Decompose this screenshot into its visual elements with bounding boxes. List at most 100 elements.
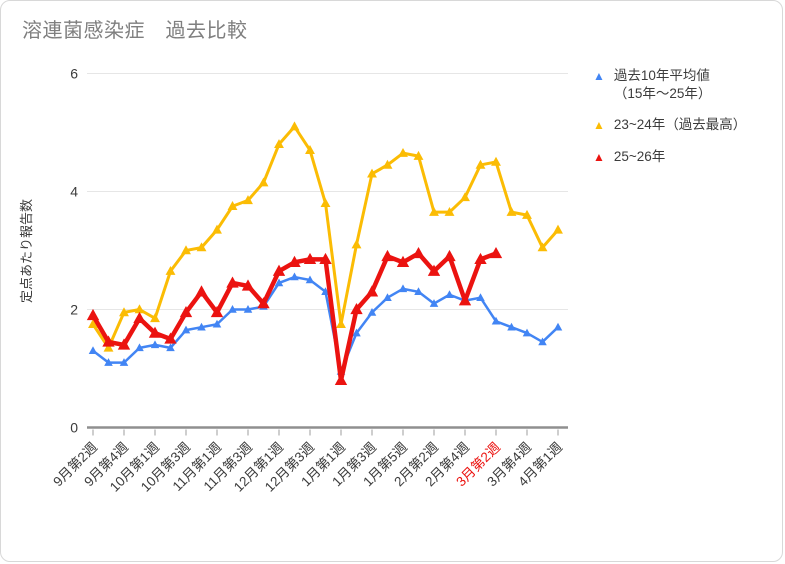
series-marker-0 (243, 305, 253, 313)
series-marker-0 (181, 325, 191, 334)
series-marker-2 (210, 305, 224, 318)
series-marker-0 (119, 358, 129, 366)
series-marker-1 (103, 342, 114, 352)
series-marker-2 (350, 303, 363, 315)
legend-item-23-24: ▲ 23~24年（過去最高） (593, 116, 746, 134)
series-marker-0 (522, 328, 532, 337)
series-marker-1 (227, 201, 238, 210)
series-marker-1 (320, 198, 331, 208)
series-marker-1 (181, 245, 191, 255)
series-marker-1 (212, 224, 222, 234)
series-marker-0 (290, 272, 299, 281)
y-tick-label: 6 (70, 66, 78, 82)
series-marker-0 (197, 322, 206, 331)
series-marker-2 (489, 246, 503, 259)
series-marker-1 (119, 307, 129, 317)
y-axis-title: 定点あたり報告数 (19, 199, 34, 303)
series-marker-1 (444, 206, 455, 216)
series-marker-2 (396, 255, 410, 267)
series-marker-2 (179, 305, 193, 318)
series-marker-2 (164, 332, 177, 344)
legend-item-10yr-average: ▲ 過去10年平均値 （15年～25年） (593, 67, 746, 103)
series-marker-0 (135, 343, 144, 352)
series-marker-1 (553, 224, 563, 234)
series-marker-1 (351, 239, 362, 249)
series-marker-2 (86, 308, 100, 321)
chart-title: 溶連菌感染症 過去比較 (22, 20, 248, 42)
series-marker-2 (288, 255, 301, 267)
series-marker-1 (429, 206, 439, 216)
series-marker-2 (102, 335, 115, 347)
legend-label-line2: （15年～25年） (613, 86, 712, 102)
series-marker-0 (150, 340, 160, 349)
series-marker-1 (336, 319, 346, 328)
series-marker-0 (553, 322, 563, 331)
series-marker-0 (507, 322, 516, 331)
series-marker-1 (475, 159, 486, 169)
legend-item-25-26: ▲ 25~26年 (593, 148, 746, 166)
y-tick-label: 4 (70, 184, 78, 200)
series-marker-2 (365, 285, 379, 297)
series-marker-0 (398, 284, 408, 293)
series-marker-1 (522, 209, 532, 219)
series-marker-2 (272, 264, 286, 276)
series-marker-2 (257, 297, 270, 309)
legend: ▲ 過去10年平均値 （15年～25年） ▲ 23~24年（過去最高） ▲ 25… (593, 67, 746, 166)
series-marker-1 (506, 206, 517, 216)
series-line-1 (91, 125, 560, 350)
series-marker-0 (228, 305, 237, 313)
series-marker-0 (383, 293, 392, 301)
series-marker-1 (382, 159, 393, 169)
y-tick-label: 2 (70, 302, 78, 318)
series-marker-2 (148, 326, 162, 338)
series-marker-0 (445, 290, 454, 298)
series-marker-1 (165, 265, 176, 275)
triangle-marker-icon: ▲ (593, 69, 605, 83)
series-marker-2 (195, 285, 208, 297)
series-marker-0 (352, 328, 361, 337)
series-marker-1 (150, 313, 160, 323)
series-marker-2 (458, 294, 472, 306)
series-marker-1 (367, 168, 377, 178)
series-marker-1 (491, 156, 501, 166)
triangle-marker-icon: ▲ (593, 149, 605, 164)
series-marker-2 (319, 252, 332, 265)
series-marker-2 (117, 338, 131, 350)
legend-label: 過去10年平均値 (613, 68, 710, 83)
series-marker-1 (243, 195, 253, 205)
series-marker-1 (88, 319, 98, 328)
series-marker-1 (537, 242, 548, 252)
series-marker-0 (538, 337, 547, 346)
series-marker-0 (414, 287, 423, 296)
series-marker-0 (491, 316, 501, 325)
series-marker-1 (134, 304, 145, 314)
series-marker-0 (88, 346, 98, 355)
series-marker-1 (274, 139, 284, 149)
series-marker-0 (476, 293, 485, 301)
legend-label: 25~26年 (613, 148, 666, 164)
series-marker-2 (412, 246, 425, 259)
series-marker-2 (334, 373, 348, 385)
series-marker-2 (381, 249, 394, 262)
series-marker-0 (305, 275, 315, 284)
series-marker-2 (226, 276, 239, 288)
series-marker-0 (166, 343, 175, 352)
series-marker-2 (427, 264, 441, 276)
series-marker-0 (104, 358, 113, 366)
series-marker-2 (133, 311, 146, 324)
series-marker-2 (241, 279, 255, 291)
series-marker-0 (212, 319, 222, 328)
series-marker-1 (460, 192, 470, 202)
series-marker-2 (303, 252, 317, 265)
series-marker-2 (474, 252, 487, 265)
legend-label: 23~24年（過去最高） (613, 117, 747, 133)
series-marker-0 (367, 307, 377, 316)
triangle-marker-icon: ▲ (593, 118, 605, 133)
y-tick-label: 0 (70, 420, 78, 436)
series-marker-1 (413, 150, 424, 160)
series-marker-1 (289, 121, 300, 131)
series-marker-2 (443, 249, 456, 262)
series-marker-0 (274, 278, 284, 287)
